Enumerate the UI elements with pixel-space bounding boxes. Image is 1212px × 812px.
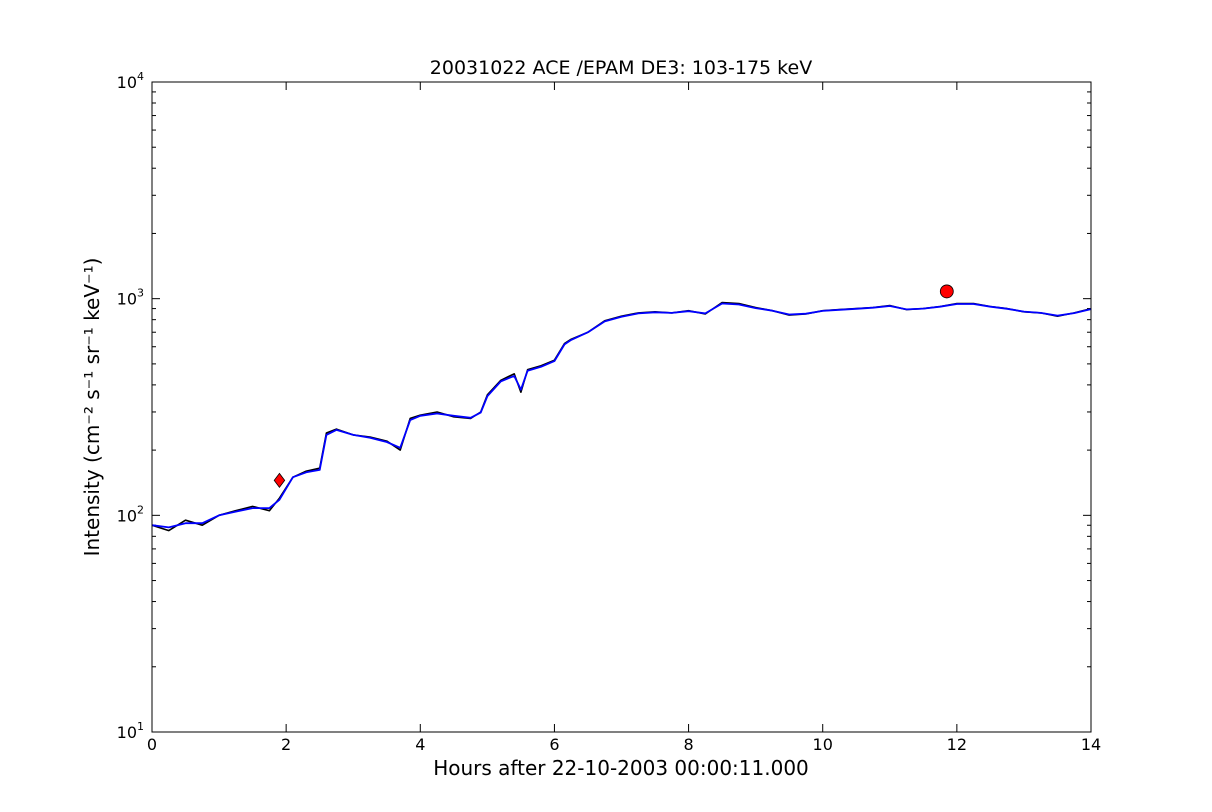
y-tick-exponent: 4 bbox=[137, 70, 144, 83]
y-tick-base: 10 bbox=[117, 723, 137, 742]
x-tick-label: 8 bbox=[683, 735, 693, 754]
x-tick-label: 12 bbox=[947, 735, 967, 754]
y-tick-label: 103 bbox=[117, 287, 144, 309]
circle-marker bbox=[939, 284, 954, 299]
series-line-blue bbox=[151, 302, 1092, 529]
y-tick-base: 10 bbox=[117, 506, 137, 525]
y-tick-exponent: 2 bbox=[137, 503, 144, 516]
y-tick-exponent: 3 bbox=[137, 287, 144, 300]
x-tick-label: 10 bbox=[813, 735, 833, 754]
y-tick-label: 101 bbox=[117, 720, 144, 742]
y-tick-exponent: 1 bbox=[137, 720, 144, 733]
x-tick-label: 6 bbox=[549, 735, 559, 754]
y-tick-base: 10 bbox=[117, 73, 137, 92]
x-tick-label: 4 bbox=[415, 735, 425, 754]
plot-frame bbox=[151, 81, 1092, 733]
diamond-marker bbox=[273, 472, 286, 489]
x-tick-label: 14 bbox=[1081, 735, 1101, 754]
x-tick-label: 2 bbox=[281, 735, 291, 754]
y-tick-base: 10 bbox=[117, 290, 137, 309]
x-axis-label: Hours after 22-10-2003 00:00:11.000 bbox=[433, 756, 809, 780]
x-tick-label: 0 bbox=[147, 735, 157, 754]
chart-title: 20031022 ACE /EPAM DE3: 103-175 keV bbox=[430, 57, 812, 79]
y-tick-label: 102 bbox=[117, 503, 144, 525]
y-tick-label: 104 bbox=[117, 70, 144, 92]
y-axis-label: Intensity (cm⁻² s⁻¹ sr⁻¹ keV⁻¹) bbox=[80, 258, 104, 557]
